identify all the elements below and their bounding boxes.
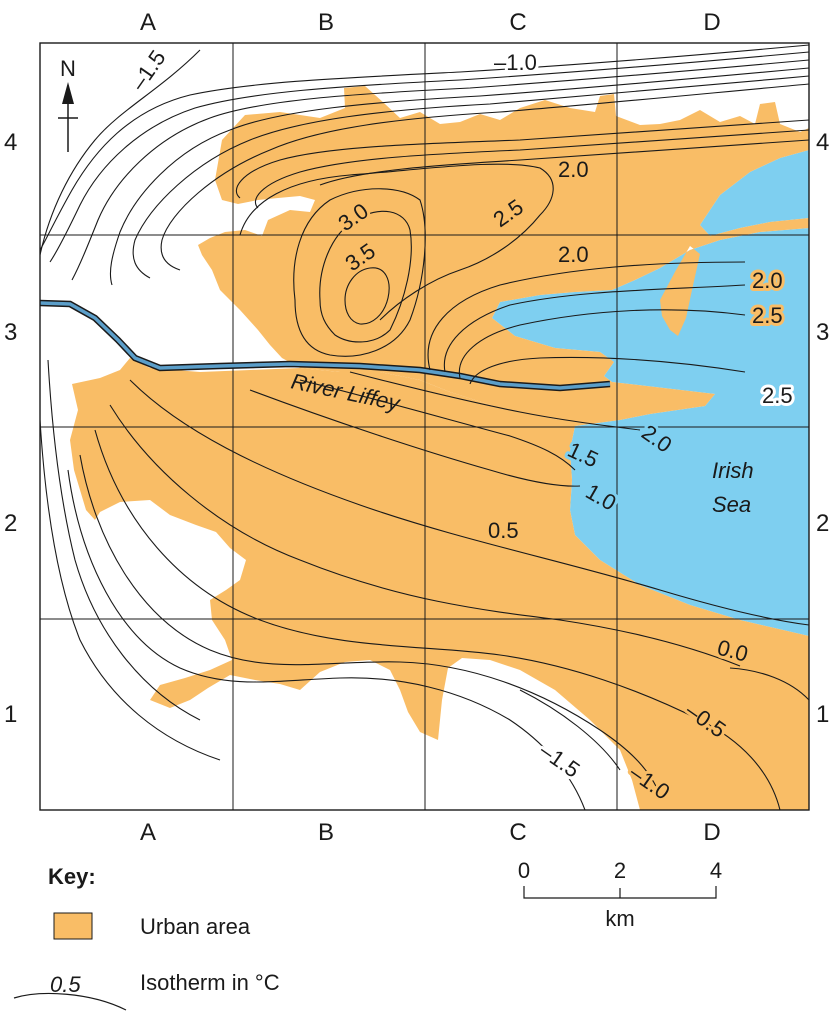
irish-sea-label-line2: Sea [712, 492, 751, 517]
isotherm-halo: 2.0 [752, 268, 783, 293]
col-label-d-bottom: D [703, 819, 720, 846]
isotherm-halo: 2.5 [762, 383, 793, 408]
row-label-4-right: 4 [816, 129, 829, 156]
col-label-d-top: D [703, 9, 720, 36]
key-isotherm-sample-line [13, 992, 127, 1011]
scale-tick-4: 4 [710, 858, 722, 883]
grid-labels-bottom: A B C D [140, 819, 721, 846]
isotherm-label-minus-1-0-north: –1.0 [494, 50, 537, 75]
sea-inlet [700, 150, 809, 236]
isotherm-label-2-0-middle: 2.0 [558, 242, 589, 267]
col-label-a-top: A [140, 9, 156, 36]
isotherm-halo: –1.0 [494, 50, 537, 75]
row-label-3-left: 3 [4, 319, 17, 346]
isotherm-label-2-5-east: 2.5 [752, 303, 783, 328]
isotherm-label-2-5-sea: 2.5 [762, 383, 793, 408]
north-arrow-head-icon [62, 82, 74, 104]
isotherm-label-minus-1-5-south: –1.5 [535, 738, 584, 783]
isotherm-label-2-0-north: 2.0 [558, 157, 589, 182]
key-isotherm-sample-value: 0.5 [50, 972, 81, 997]
north-arrow: N [58, 56, 78, 152]
key-title: Key: [48, 864, 96, 889]
urban-north [198, 86, 809, 420]
isotherm-halo: 0.5 [488, 518, 519, 543]
grid-labels-right: 4 3 2 1 [816, 129, 829, 728]
col-label-c-bottom: C [509, 819, 526, 846]
scale-unit: km [605, 906, 634, 931]
irish-sea-label-line1: Irish [712, 458, 754, 483]
isotherm-halo: 2.0 [558, 157, 589, 182]
isotherm-halo: 2.5 [752, 303, 783, 328]
urban-south [70, 358, 809, 810]
north-label: N [60, 56, 76, 81]
isotherm-halo: 2.0 [558, 242, 589, 267]
grid-lines [40, 43, 809, 810]
river-liffey-fill [40, 301, 611, 390]
row-label-2-left: 2 [4, 510, 17, 537]
row-label-2-right: 2 [816, 510, 829, 537]
irish-sea [492, 228, 809, 636]
isotherm-label-0-5: 0.5 [488, 518, 519, 543]
scale-tick-0: 0 [518, 858, 530, 883]
col-label-c-top: C [509, 9, 526, 36]
map-frame [39, 42, 810, 811]
isotherm-lines [40, 44, 809, 810]
key-isotherm-label: Isotherm in °C [140, 970, 280, 995]
row-label-3-right: 3 [816, 319, 829, 346]
scale-bar: 0 2 4 km [518, 858, 722, 931]
key-urban-label: Urban area [140, 914, 251, 939]
row-label-4-left: 4 [4, 129, 17, 156]
scale-bar-line [523, 886, 717, 899]
key-urban-swatch [53, 912, 93, 940]
isotherm-label-2-0-east: 2.0 [752, 268, 783, 293]
col-label-a-bottom: A [140, 819, 156, 846]
row-label-1-left: 1 [4, 701, 17, 728]
row-label-1-right: 1 [816, 701, 829, 728]
col-label-b-bottom: B [318, 819, 334, 846]
isotherm-label-minus-1-5-nw: –1.5 [126, 45, 171, 94]
scale-tick-2: 2 [614, 858, 626, 883]
col-label-b-top: B [318, 9, 334, 36]
grid-labels-top: A B C D [140, 9, 721, 36]
grid-labels-left: 4 3 2 1 [4, 129, 17, 728]
